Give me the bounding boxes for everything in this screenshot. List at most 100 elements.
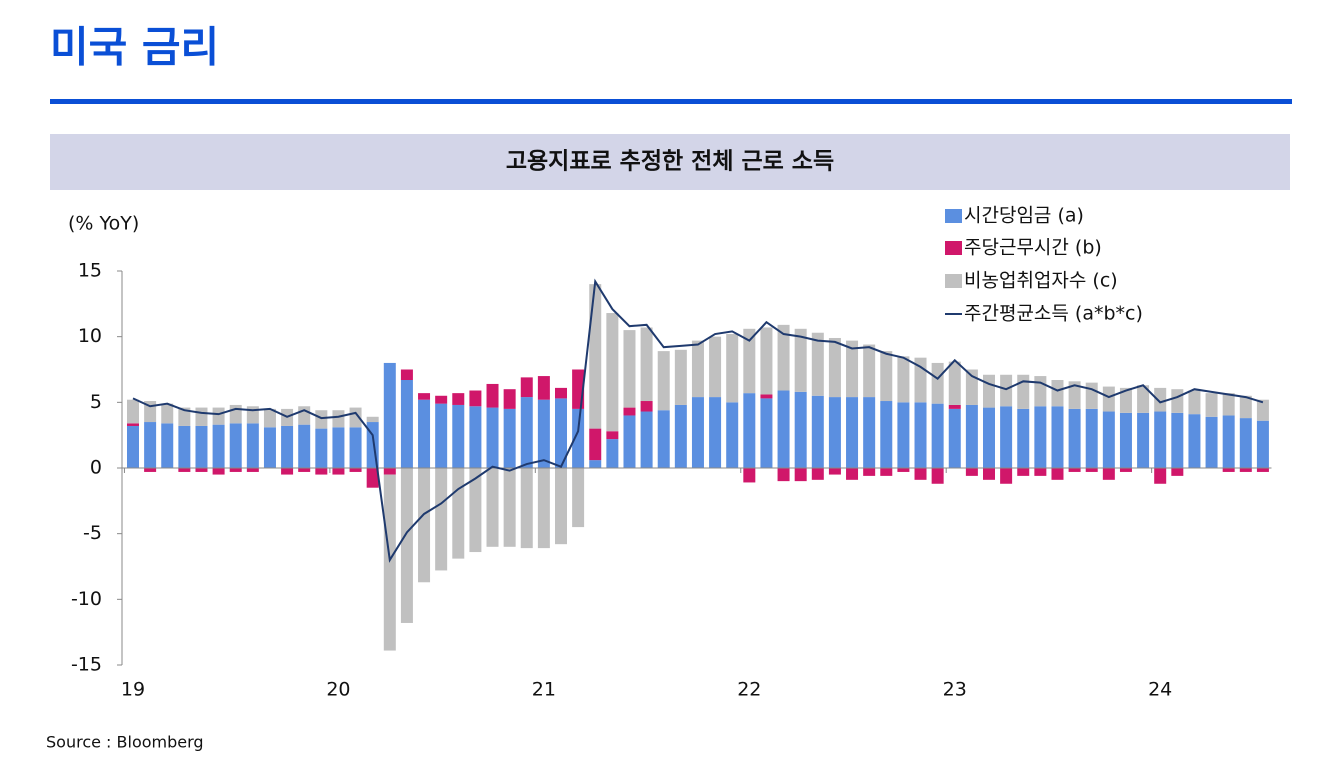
bar [555,468,567,545]
bar [537,468,550,549]
bar [1222,393,1235,416]
bar [794,328,807,392]
bar [1102,468,1115,480]
bar [1239,418,1252,468]
bar [1034,406,1047,468]
legend-label: 비농업취업자수 (c) [964,270,1118,292]
bar [589,460,602,468]
bar [383,474,396,651]
bar [1085,408,1098,468]
bar [127,399,139,424]
bar [657,351,670,411]
line [132,278,1264,563]
bar [777,468,790,482]
bar [897,402,910,468]
bar [298,406,311,425]
bar [914,402,927,468]
bar [589,284,602,429]
bar [418,468,431,583]
bar [418,393,431,400]
bar [383,468,396,475]
bar [195,407,208,426]
bar [948,408,961,468]
bar [1137,385,1150,413]
bar [1017,468,1030,476]
bar [263,427,276,468]
bar [246,423,259,468]
bar [1068,381,1081,409]
bar [1102,386,1115,412]
bar [794,391,807,468]
bar [503,389,516,409]
bar [1188,414,1201,468]
bar [555,387,567,399]
bar [811,395,824,468]
bar [161,403,174,424]
bar [897,356,910,403]
bar [1034,468,1047,476]
bar [606,439,619,468]
bar [863,397,876,468]
y-tick-label: -10 [71,588,102,610]
bar [520,377,533,398]
bar [161,423,174,468]
bar [400,468,413,623]
legend-label: 시간당임금 (a) [964,205,1084,227]
bar [452,468,465,559]
bar [486,383,499,408]
bar [880,468,893,476]
bar [212,468,225,475]
bar [1137,412,1150,468]
bar [1085,468,1098,472]
bar [1256,399,1269,421]
bar [366,416,379,423]
bar [537,376,550,400]
bar [606,431,619,440]
y-tick-label: -15 [71,654,102,676]
bar [760,394,773,399]
bar [674,349,687,405]
bar [1171,389,1184,413]
bar [452,404,465,468]
bar [880,351,893,402]
bar [743,393,756,468]
bar [520,468,533,549]
y-tick-label: 15 [78,260,102,282]
bar [709,336,722,398]
bar [178,407,191,426]
legend-label: 주당근무시간 (b) [964,237,1102,259]
bar [743,468,756,483]
x-tick-label: 23 [943,679,967,701]
bar [366,468,379,488]
chart-title: 고용지표로 추정한 전체 근로 소득 [506,149,834,175]
bar [1188,390,1201,415]
bar [298,468,311,472]
bar [931,403,944,468]
bar [332,410,345,428]
bar [127,423,139,426]
bar [589,428,602,461]
bar [846,468,859,480]
bar [383,362,396,468]
bar [503,468,516,547]
bar [400,369,413,381]
bar [657,410,670,468]
bar [281,468,294,475]
bar [623,407,636,416]
bar [965,468,978,476]
bar [1171,468,1184,476]
bar [1119,412,1132,468]
bar [931,362,944,404]
bar [640,411,653,468]
bar [537,399,550,468]
x-tick-label: 24 [1148,679,1172,701]
legend-swatch [945,274,962,288]
bar [144,468,157,472]
bar [127,425,139,468]
y-tick-label: 0 [90,457,102,479]
bar [246,468,259,472]
bar [948,404,961,409]
y-tick-label: 10 [78,325,102,347]
bar [726,402,739,468]
